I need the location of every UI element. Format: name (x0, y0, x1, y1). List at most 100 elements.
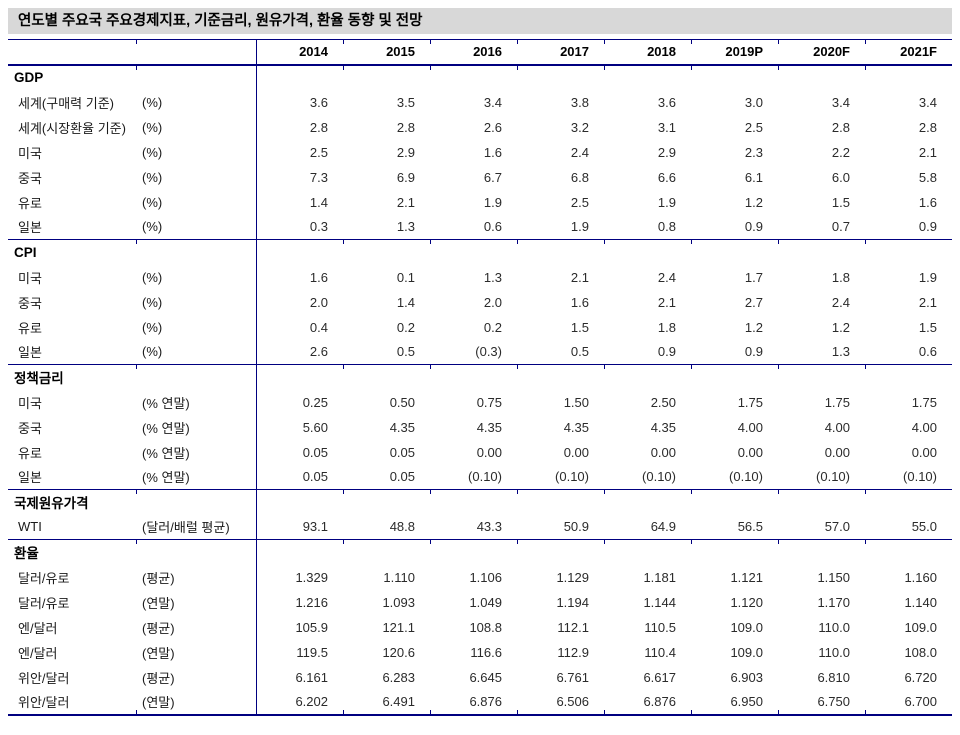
value-cell: 64.9 (650, 519, 676, 535)
value-cell: 2.5 (744, 119, 763, 135)
section-value-spacer (778, 489, 865, 515)
value-cell: 6.700 (865, 689, 952, 716)
row-unit: (%) (142, 94, 163, 110)
section-unit-spacer (136, 364, 256, 390)
section-value-spacer (430, 64, 517, 90)
table-row: 중국 (% 연말) 5.60 4.35 4.35 4.35 4.35 4.00 4.00 4.00 (8, 414, 952, 440)
section-value-spacer (604, 489, 691, 515)
value-cell: 2.8 (255, 114, 343, 140)
value-cell: 0.9 (744, 219, 763, 235)
value-cell: 110.0 (818, 619, 850, 635)
value-cell: 6.810 (817, 669, 850, 685)
value-cell: 2.5 (255, 139, 343, 165)
value-cell: 1.4 (255, 189, 343, 215)
value-cell: 1.216 (255, 589, 343, 615)
value-cell: 1.150 (817, 569, 850, 585)
value-cell: 6.506 (517, 689, 604, 716)
table-row: 중국 (%) 2.0 1.4 2.0 1.6 2.1 2.7 2.4 2.1 (8, 289, 952, 315)
section-value-spacer (255, 64, 343, 90)
header-unit-spacer (136, 39, 256, 66)
table-row: 유로 (% 연말) 0.05 0.05 0.00 0.00 0.00 0.00 0.00 0.00 (8, 439, 952, 465)
section-value-spacer (517, 539, 604, 565)
value-cell: 0.05 (255, 464, 343, 490)
value-cell: 6.202 (255, 689, 343, 716)
section-value-spacer (343, 489, 430, 515)
row-label: 중국 (18, 170, 42, 186)
table-row: 달러/유로 (연말) 1.216 1.093 1.049 1.194 1.144 1.120 1… (8, 589, 952, 615)
section-value-spacer (778, 64, 865, 90)
row-label: 세계(구매력 기준) (18, 95, 114, 111)
value-cell: 0.00 (911, 444, 937, 460)
row-label: 유로 (18, 445, 42, 461)
table-row: 세계(구매력 기준) (%) 3.6 3.5 3.4 3.8 3.6 3.0 3.4 3.4 (8, 89, 952, 115)
header-row: 2014 2015 2016 2017 2018 2019P 2020F 2021F (8, 39, 952, 66)
table-row: 달러/유로 (평균) 1.329 1.110 1.106 1.129 1.181 1.121 1… (8, 564, 952, 590)
value-cell: 2.1 (396, 194, 415, 210)
section-value-spacer (865, 239, 952, 265)
value-cell: 2.1 (918, 144, 937, 160)
row-unit: (%) (142, 269, 163, 285)
section-value-spacer (430, 489, 517, 515)
value-cell: (0.10) (729, 469, 763, 485)
value-cell: 0.7 (831, 219, 850, 235)
row-label: WTI (18, 519, 42, 535)
row-label: 위안/달러 (8, 689, 136, 716)
value-cell: 1.5 (831, 194, 850, 210)
section-value-spacer (778, 239, 865, 265)
section-header-row: 정책금리 (8, 364, 952, 390)
value-cell: 0.00 (476, 444, 502, 460)
value-cell: 1.75 (737, 394, 763, 410)
value-cell: 0.00 (737, 444, 763, 460)
value-cell: 1.129 (556, 569, 589, 585)
value-cell: 1.5 (918, 319, 937, 335)
value-cell: 2.9 (657, 144, 676, 160)
section-value-spacer (517, 364, 604, 390)
value-cell: 1.3 (831, 344, 850, 360)
section-value-spacer (517, 64, 604, 90)
value-cell: 6.1 (744, 169, 763, 185)
section-value-spacer (691, 239, 778, 265)
value-cell: 1.9 (483, 194, 502, 210)
value-cell: 2.4 (831, 294, 850, 310)
value-cell: 1.2 (831, 319, 850, 335)
value-cell: (0.10) (642, 469, 676, 485)
value-cell: 2.1 (657, 294, 676, 310)
economic-indicators-table: 2014 2015 2016 2017 2018 2019P 2020F 2021F GDP 세… (8, 39, 952, 716)
section-value-spacer (343, 364, 430, 390)
value-cell: 119.5 (255, 639, 343, 665)
table-row: 일본 (%) 2.6 0.5 (0.3) 0.5 0.9 0.9 1.3 0.6 (8, 339, 952, 365)
value-cell: 7.3 (255, 164, 343, 190)
row-unit: (연말) (142, 595, 175, 611)
value-cell: 1.170 (817, 594, 850, 610)
row-label: 달러/유로 (18, 570, 70, 586)
row-label: 달러/유로 (18, 595, 70, 611)
value-cell: 6.8 (570, 169, 589, 185)
table-row: 미국 (%) 1.6 0.1 1.3 2.1 2.4 1.7 1.8 1.9 (8, 264, 952, 290)
value-cell: 109.0 (904, 619, 937, 635)
section-title: 환율 (8, 539, 136, 565)
table-title: 연도별 주요국 주요경제지표, 기준금리, 원유가격, 환율 동향 및 전망 (8, 8, 952, 34)
value-cell: 0.00 (824, 444, 850, 460)
value-cell: 6.761 (556, 669, 589, 685)
value-cell: 6.876 (604, 689, 691, 716)
row-unit: (%) (142, 344, 163, 360)
value-cell: 1.2 (744, 194, 763, 210)
row-label: 미국 (18, 395, 42, 411)
row-label: 엔/달러 (18, 645, 58, 661)
value-cell: (0.3) (475, 344, 502, 360)
value-cell: 2.7 (744, 294, 763, 310)
value-cell: 0.05 (389, 469, 415, 485)
row-unit: (% 연말) (142, 470, 190, 486)
value-cell: 4.35 (563, 419, 589, 435)
value-cell: 1.106 (469, 569, 502, 585)
value-cell: 1.50 (563, 394, 589, 410)
value-cell: 0.2 (483, 319, 502, 335)
row-unit: (%) (142, 319, 163, 335)
section-title: 정책금리 (8, 364, 136, 390)
report-table-page: 연도별 주요국 주요경제지표, 기준금리, 원유가격, 환율 동향 및 전망 2… (8, 8, 952, 716)
table-row: 미국 (%) 2.5 2.9 1.6 2.4 2.9 2.3 2.2 2.1 (8, 139, 952, 165)
value-cell: 1.144 (643, 594, 676, 610)
value-cell: 93.1 (255, 514, 343, 540)
row-label: 미국 (18, 270, 42, 286)
value-cell: 2.2 (831, 144, 850, 160)
